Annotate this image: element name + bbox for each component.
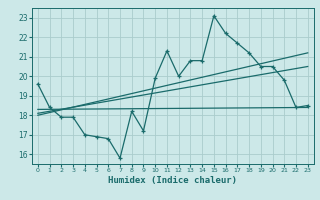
X-axis label: Humidex (Indice chaleur): Humidex (Indice chaleur)	[108, 176, 237, 185]
